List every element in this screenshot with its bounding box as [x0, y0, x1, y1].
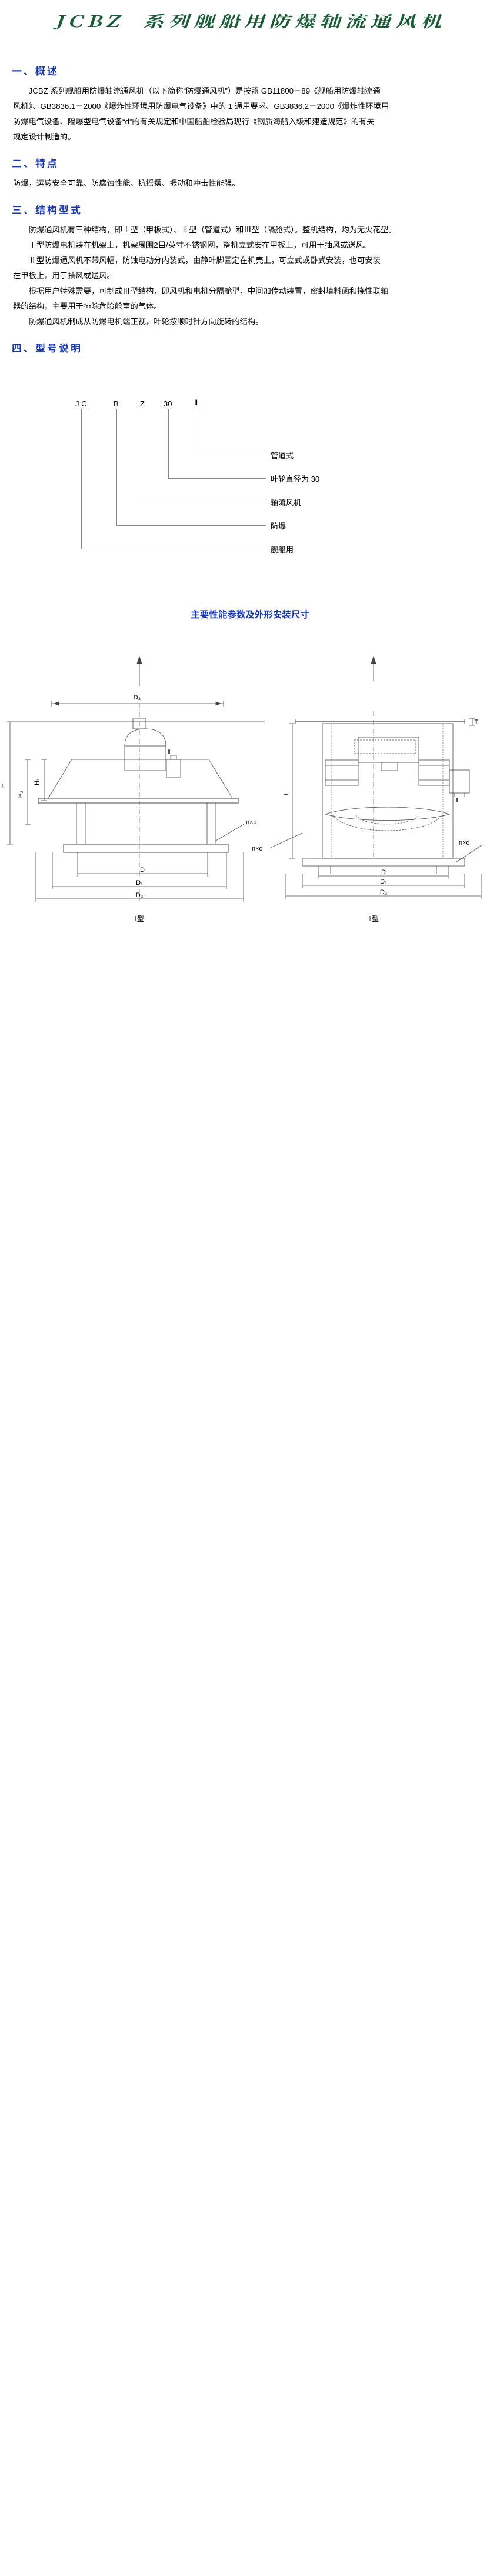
- svg-text:T: T: [475, 719, 478, 725]
- svg-text:D₂: D₂: [136, 892, 143, 899]
- svg-text:Ⅰ型: Ⅰ型: [135, 915, 144, 923]
- svg-text:n×d: n×d: [252, 845, 263, 852]
- svg-text:D: D: [140, 867, 145, 874]
- svg-text:H₂: H₂: [17, 791, 24, 798]
- svg-text:D₂: D₂: [380, 889, 387, 896]
- svg-text:D₁: D₁: [380, 878, 387, 885]
- svg-text:D: D: [381, 869, 386, 876]
- svg-text:Ⅱ: Ⅱ: [168, 749, 170, 755]
- svg-text:D₁: D₁: [136, 879, 143, 887]
- svg-text:D₃: D₃: [134, 694, 141, 701]
- svg-text:Ⅱ: Ⅱ: [456, 797, 458, 803]
- svg-text:n×d: n×d: [246, 819, 257, 826]
- svg-text:H₁: H₁: [34, 778, 41, 785]
- svg-text:Ⅱ型: Ⅱ型: [368, 915, 379, 923]
- svg-text:n×d: n×d: [459, 839, 470, 847]
- svg-text:H: H: [0, 783, 6, 788]
- svg-text:L: L: [283, 792, 290, 795]
